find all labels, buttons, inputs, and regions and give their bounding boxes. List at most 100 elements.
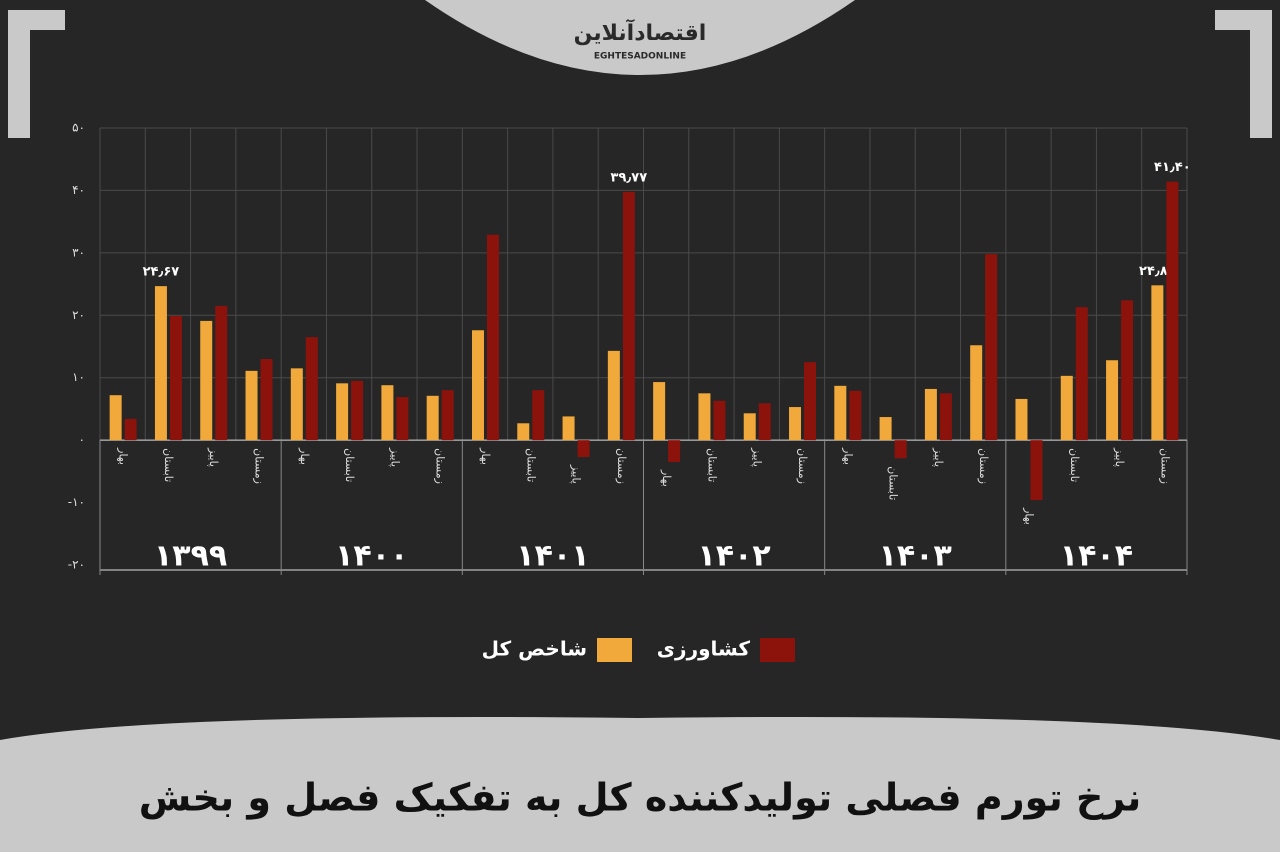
bar: [668, 440, 681, 462]
chart-title: نرخ تورم فصلی تولیدکننده کل به تفکیک فصل…: [139, 776, 1142, 821]
bar: [260, 358, 273, 441]
legend-label: شاخص کل: [482, 637, 587, 661]
y-tick-label: ۰: [79, 433, 85, 447]
value-label: ۲۴٫۶۷: [143, 265, 180, 280]
bar: [305, 337, 318, 441]
bar: [1015, 398, 1028, 441]
bar: [109, 395, 122, 441]
y-tick-label: ۵۰: [72, 121, 85, 135]
bar: [758, 403, 771, 441]
value-label: ۴۱٫۴۰: [1154, 160, 1191, 175]
bar: [713, 400, 726, 441]
bar: [562, 416, 575, 441]
bar: [970, 345, 983, 441]
bar: [517, 423, 530, 441]
bar: [154, 286, 167, 441]
x-tick-label: پاییز: [751, 447, 764, 467]
bar: [351, 380, 364, 441]
bar: [426, 395, 439, 441]
value-label: ۳۹٫۷۷: [611, 170, 648, 185]
bar: [834, 385, 847, 441]
legend-swatch: [760, 638, 795, 662]
x-tick-label: زمستان: [977, 448, 990, 484]
bar: [607, 350, 620, 441]
x-tick-label: تابستان: [1068, 448, 1081, 482]
bar: [336, 383, 349, 441]
bar: [924, 388, 937, 441]
x-tick-label: پاییز: [207, 447, 220, 467]
bar: [698, 393, 711, 441]
bar: [1151, 285, 1164, 441]
bar: [245, 370, 258, 441]
bar: [1030, 440, 1043, 501]
brand-latin: EGHTESADONLINE: [594, 52, 686, 62]
bar: [124, 418, 137, 441]
bar: [471, 330, 484, 441]
logo-panel: [425, 0, 855, 75]
bar: [215, 305, 228, 441]
y-tick-label: ۱۰: [72, 370, 85, 384]
bar: [1075, 307, 1088, 441]
x-tick-label: تابستان: [705, 448, 718, 482]
x-tick-label: بهار: [298, 447, 311, 465]
x-tick-label: تابستان: [887, 466, 900, 500]
x-tick-label: زمستان: [1158, 448, 1171, 484]
x-tick-label: بهار: [117, 447, 130, 465]
bar: [486, 234, 499, 441]
bar: [290, 368, 303, 441]
x-tick-label: تابستان: [343, 448, 356, 482]
bar: [804, 362, 817, 441]
x-tick-label: زمستان: [796, 448, 809, 484]
group-label: ۱۴۰۲: [697, 539, 770, 574]
group-label: ۱۴۰۰: [335, 539, 408, 574]
bar: [653, 382, 666, 441]
x-tick-label: زمستان: [615, 448, 628, 484]
bar: [577, 440, 590, 457]
x-tick-label: بهار: [1022, 507, 1035, 525]
y-tick-label: -۲۰: [68, 558, 85, 572]
bar: [879, 417, 892, 441]
x-tick-label: بهار: [479, 447, 492, 465]
group-label: ۱۳۹۹: [154, 539, 227, 574]
x-tick-label: پاییز: [932, 447, 945, 467]
bar: [894, 440, 907, 459]
bar: [532, 390, 545, 441]
x-tick-label: بهار: [660, 469, 673, 487]
bar: [849, 390, 862, 441]
plot: -۲۰ -۱۰ ۰ ۱۰ ۲۰ ۳۰ ۴۰ ۵۰ ۱۳۹۹ ۱۴۰۰ ۱۴۰۱ ۱۴۰۲ ۱۴۰۳ ۱۴۰…: [68, 121, 1191, 662]
y-tick-label: -۱۰: [68, 495, 85, 509]
corner-bracket: [1215, 10, 1272, 138]
title-panel: [0, 716, 1280, 852]
bar: [743, 413, 756, 441]
bar: [1106, 360, 1119, 441]
x-tick-label: زمستان: [253, 448, 266, 484]
brand-name: اقتصادآنلاین: [574, 18, 707, 46]
y-tick-label: ۳۰: [72, 245, 85, 259]
bar: [396, 397, 409, 441]
corner-bracket: [8, 10, 65, 138]
legend-label: کشاورزی: [657, 637, 751, 661]
bar: [200, 320, 213, 441]
y-tick-label: ۴۰: [72, 183, 85, 197]
group-label: ۱۴۰۱: [516, 539, 589, 574]
bar: [1060, 375, 1073, 441]
x-tick-label: تابستان: [162, 448, 175, 482]
y-tick-label: ۲۰: [72, 308, 85, 322]
x-tick-label: بهار: [841, 447, 854, 465]
bar: [1166, 181, 1179, 441]
bar: [1121, 300, 1134, 441]
bar: [789, 407, 802, 441]
bar: [939, 393, 952, 441]
bar: [381, 385, 394, 441]
x-tick-label: زمستان: [434, 448, 447, 484]
bar: [985, 254, 998, 441]
x-tick-label: تابستان: [524, 448, 537, 482]
x-tick-label: پاییز: [570, 464, 583, 484]
group-label: ۱۴۰۳: [879, 539, 952, 574]
bar: [169, 315, 182, 441]
bar: [441, 390, 454, 441]
bar: [622, 191, 635, 441]
x-tick-label: پاییز: [388, 447, 401, 467]
x-tick-label: پاییز: [1113, 447, 1126, 467]
